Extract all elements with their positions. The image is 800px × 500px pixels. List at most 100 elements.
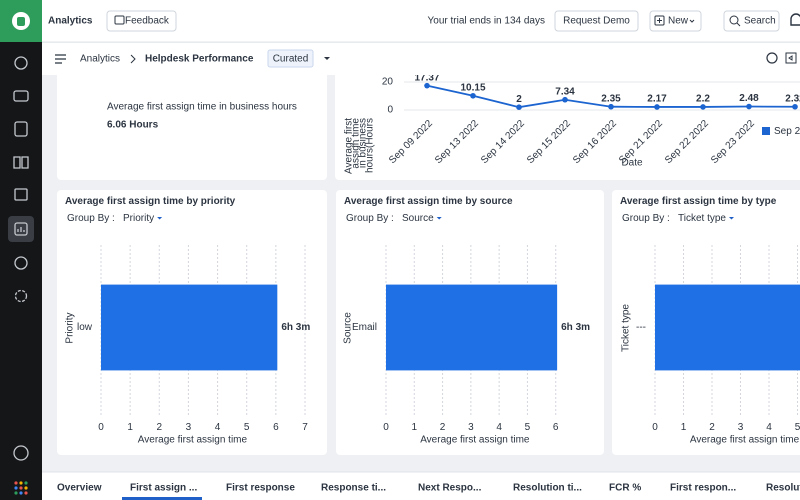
tab[interactable]: Overview xyxy=(57,483,102,494)
group-by-label: Group By : xyxy=(622,213,670,224)
x-tick-label: 3 xyxy=(738,422,744,433)
nav-icon[interactable] xyxy=(14,188,28,201)
data-label: 6h 3m xyxy=(561,322,590,333)
breadcrumb-page: Helpdesk Performance xyxy=(145,54,254,65)
group-by-label: Group By : xyxy=(346,213,394,224)
data-label: 2 xyxy=(516,94,522,105)
bar xyxy=(386,284,558,371)
tab[interactable]: First response xyxy=(226,483,295,494)
apps-grid[interactable] xyxy=(14,481,28,495)
point xyxy=(654,104,660,110)
tab[interactable]: Resoluti xyxy=(766,483,800,494)
feedback-button[interactable] xyxy=(106,10,177,32)
nav-icon[interactable] xyxy=(13,156,29,169)
search-icon xyxy=(736,22,741,27)
tab-bar xyxy=(42,472,800,500)
y-axis-label: in business xyxy=(358,118,369,168)
menu-icon[interactable] xyxy=(55,54,66,64)
new-icon xyxy=(657,18,662,23)
y-axis-label: Ticket type xyxy=(621,304,632,352)
feedback-text[interactable]: Feedback xyxy=(125,16,170,27)
data-label: 7.34 xyxy=(555,86,575,97)
tab[interactable]: Resolution ti... xyxy=(513,483,582,494)
group-by-caret[interactable] xyxy=(728,217,734,220)
group-by-value[interactable]: Source xyxy=(402,213,434,224)
search-box[interactable] xyxy=(723,10,780,32)
x-tick-label: 4 xyxy=(215,422,221,433)
nav-icon[interactable] xyxy=(14,289,28,303)
point xyxy=(516,104,522,110)
x-tick-label: 4 xyxy=(766,422,772,433)
data-label: 2.17 xyxy=(647,94,667,105)
point xyxy=(746,103,752,110)
x-axis-label: Date xyxy=(621,158,643,169)
category-label: Email xyxy=(352,322,377,333)
point xyxy=(792,103,798,110)
sidebar xyxy=(0,0,42,500)
tab[interactable]: FCR % xyxy=(609,483,641,494)
legend-swatch xyxy=(762,127,770,135)
point xyxy=(424,82,430,89)
search-icon xyxy=(729,15,739,25)
y-axis-label: hours(Hours xyxy=(365,118,376,173)
tab[interactable]: Next Respo... xyxy=(418,483,482,494)
group-by-caret[interactable] xyxy=(436,217,442,220)
x-tick-label: 3 xyxy=(468,422,474,433)
y-axis-label: assign time xyxy=(351,118,362,169)
data-label: 2.2 xyxy=(696,94,710,105)
active-tab-indicator xyxy=(122,497,202,500)
y-axis-label: Priority xyxy=(65,312,76,343)
data-label: 2.48 xyxy=(739,93,759,104)
y-axis-label: Average first xyxy=(344,118,355,174)
bar xyxy=(655,284,800,371)
data-label: 2.35 xyxy=(601,93,621,104)
x-axis-label: Average first assign time xyxy=(690,435,800,446)
y-tick-label: 20 xyxy=(382,77,394,88)
curated-tag xyxy=(267,49,314,68)
x-axis-label: Average first assign time xyxy=(420,435,530,446)
nav-icon[interactable] xyxy=(14,256,28,270)
legend-label: Sep 2 xyxy=(774,126,800,137)
nav-icon[interactable] xyxy=(13,90,29,102)
breadcrumb-root[interactable]: Analytics xyxy=(80,54,120,65)
chat-icon[interactable] xyxy=(13,445,29,461)
dropdown-caret[interactable] xyxy=(324,57,330,60)
kpi-card xyxy=(57,70,327,180)
nav-icon[interactable] xyxy=(14,121,28,137)
nav-icon[interactable] xyxy=(14,56,28,70)
x-tick-label: 0 xyxy=(652,422,658,433)
collapse-icon[interactable] xyxy=(785,52,797,64)
help-icon[interactable] xyxy=(766,52,778,64)
category-label: low xyxy=(77,322,93,333)
group-by-caret[interactable] xyxy=(157,217,163,220)
tab[interactable]: First assign ... xyxy=(130,483,197,494)
x-tick-label: 6 xyxy=(553,422,559,433)
x-tick-label: 5 xyxy=(795,422,800,433)
group-by-label: Group By : xyxy=(67,213,115,224)
x-tick-label: 5 xyxy=(244,422,250,433)
tab[interactable]: Response ti... xyxy=(321,483,386,494)
category-label: --- xyxy=(636,322,646,333)
curated-tag-text: Curated xyxy=(273,54,309,65)
new-text[interactable]: New xyxy=(668,16,689,27)
x-tick-label: 2 xyxy=(709,422,715,433)
tab[interactable]: First respon... xyxy=(670,483,736,494)
nav-icon[interactable] xyxy=(14,222,28,236)
bell-icon[interactable] xyxy=(790,13,800,26)
feedback-icon xyxy=(114,15,125,25)
x-tick-label: 1 xyxy=(127,422,133,433)
caret xyxy=(689,19,695,23)
point xyxy=(608,103,614,110)
group-by-value[interactable]: Ticket type xyxy=(678,213,726,224)
x-tick-label: 4 xyxy=(496,422,502,433)
breadcrumb-separator xyxy=(130,54,136,64)
bar xyxy=(101,284,278,371)
new-icon xyxy=(654,15,665,26)
search-placeholder[interactable]: Search xyxy=(744,16,776,27)
request-demo-text[interactable]: Request Demo xyxy=(563,16,630,27)
request-demo-button[interactable] xyxy=(554,10,639,32)
breadcrumb-bar xyxy=(42,43,800,75)
group-by-value[interactable]: Priority xyxy=(123,213,154,224)
